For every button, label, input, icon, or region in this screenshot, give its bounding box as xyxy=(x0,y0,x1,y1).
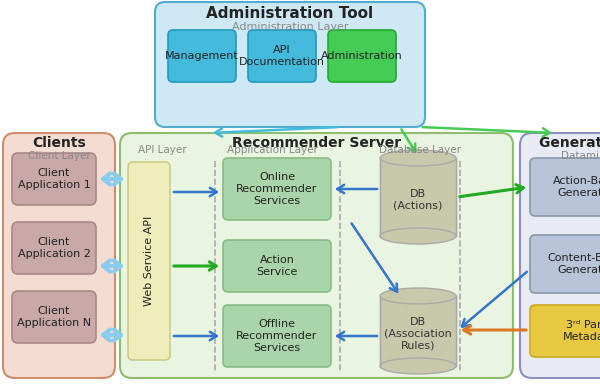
Text: Management: Management xyxy=(165,51,239,61)
FancyBboxPatch shape xyxy=(520,133,600,378)
FancyBboxPatch shape xyxy=(380,296,456,366)
FancyBboxPatch shape xyxy=(3,133,115,378)
Ellipse shape xyxy=(380,288,456,304)
FancyBboxPatch shape xyxy=(12,291,96,343)
FancyArrowPatch shape xyxy=(174,188,217,196)
FancyBboxPatch shape xyxy=(530,305,600,357)
FancyBboxPatch shape xyxy=(530,158,600,216)
Text: Client
Application 2: Client Application 2 xyxy=(17,237,91,259)
Text: Client
Application N: Client Application N xyxy=(17,306,91,328)
FancyArrowPatch shape xyxy=(462,272,527,326)
FancyBboxPatch shape xyxy=(120,133,513,378)
Text: Administration Tool: Administration Tool xyxy=(206,7,374,22)
FancyBboxPatch shape xyxy=(530,235,600,293)
Ellipse shape xyxy=(380,228,456,244)
Ellipse shape xyxy=(380,150,456,166)
FancyArrowPatch shape xyxy=(103,330,121,341)
FancyArrowPatch shape xyxy=(103,174,121,184)
Text: Datamining Layer: Datamining Layer xyxy=(561,151,600,161)
Text: Administration Layer: Administration Layer xyxy=(232,22,348,32)
Text: Clients: Clients xyxy=(32,136,86,150)
FancyBboxPatch shape xyxy=(380,158,456,236)
Text: Administration: Administration xyxy=(321,51,403,61)
Text: Content-Based
Generators: Content-Based Generators xyxy=(548,253,600,275)
FancyBboxPatch shape xyxy=(12,222,96,274)
Text: Recommender Server: Recommender Server xyxy=(232,136,401,150)
FancyArrowPatch shape xyxy=(337,185,377,193)
Text: Online
Recommender
Services: Online Recommender Services xyxy=(236,172,317,206)
FancyBboxPatch shape xyxy=(223,305,331,367)
FancyBboxPatch shape xyxy=(328,30,396,82)
Text: 3ʳᵈ Party
Metadata: 3ʳᵈ Party Metadata xyxy=(563,320,600,342)
Text: Database Layer: Database Layer xyxy=(379,145,461,155)
Text: Action
Service: Action Service xyxy=(256,255,298,277)
Text: API Layer: API Layer xyxy=(137,145,187,155)
FancyBboxPatch shape xyxy=(155,2,425,127)
Text: Client Layer: Client Layer xyxy=(28,151,91,161)
FancyArrowPatch shape xyxy=(174,262,216,270)
Text: Generator Server: Generator Server xyxy=(539,136,600,150)
Text: DB
(Actions): DB (Actions) xyxy=(394,189,443,210)
FancyArrowPatch shape xyxy=(460,185,523,197)
FancyBboxPatch shape xyxy=(12,153,96,205)
Text: Action-Based
Generators: Action-Based Generators xyxy=(553,176,600,198)
FancyBboxPatch shape xyxy=(223,240,331,292)
FancyArrowPatch shape xyxy=(174,332,217,340)
FancyArrowPatch shape xyxy=(103,260,121,271)
Ellipse shape xyxy=(380,358,456,374)
FancyArrowPatch shape xyxy=(401,129,415,152)
FancyArrowPatch shape xyxy=(337,332,377,340)
Text: Application Layer: Application Layer xyxy=(227,145,317,155)
Text: API
Documentation: API Documentation xyxy=(239,45,325,67)
FancyBboxPatch shape xyxy=(248,30,316,82)
Text: DB
(Association
Rules): DB (Association Rules) xyxy=(384,317,452,350)
Text: Client
Application 1: Client Application 1 xyxy=(17,168,91,190)
FancyBboxPatch shape xyxy=(168,30,236,82)
FancyArrowPatch shape xyxy=(464,326,526,334)
Polygon shape xyxy=(380,158,456,236)
Text: Web Service API: Web Service API xyxy=(144,216,154,306)
Polygon shape xyxy=(380,296,456,366)
Text: Offline
Recommender
Services: Offline Recommender Services xyxy=(236,320,317,353)
FancyArrowPatch shape xyxy=(215,127,337,137)
FancyBboxPatch shape xyxy=(128,162,170,360)
FancyArrowPatch shape xyxy=(423,127,550,137)
FancyArrowPatch shape xyxy=(352,223,397,292)
FancyBboxPatch shape xyxy=(223,158,331,220)
